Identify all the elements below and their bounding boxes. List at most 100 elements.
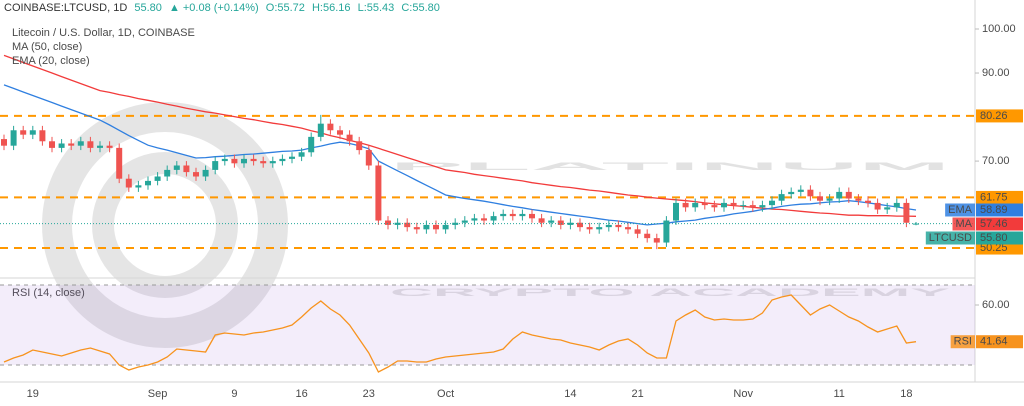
value-tag-name-box	[925, 231, 975, 245]
header: COINBASE:LTCUSD, 1D 55.80 ▲ +0.08 (+0.14…	[4, 2, 440, 14]
candle-body	[481, 218, 487, 221]
watermark-text: CRYPTO ACADEMY	[390, 287, 954, 299]
candle-body	[173, 165, 180, 170]
value-tag-label: 58.89	[980, 204, 1008, 216]
candle-body	[452, 222, 459, 225]
candle-body	[77, 141, 84, 146]
candle-body	[730, 202, 737, 206]
candle-body	[797, 189, 804, 192]
value-tag-name-box	[945, 203, 975, 217]
candle-body	[97, 145, 103, 148]
candle-body	[653, 238, 660, 243]
candle-body	[557, 220, 564, 225]
candle-body	[337, 130, 343, 135]
candle-body	[135, 185, 142, 188]
candle-body	[749, 205, 756, 208]
candle-body	[250, 158, 257, 162]
rsi-title: RSI (14, close)	[12, 287, 85, 299]
value-tag	[976, 203, 1023, 217]
candle-body	[145, 180, 151, 186]
y-tick-label: 60.00	[982, 299, 1010, 311]
candle-body	[231, 158, 238, 164]
x-tick-label: 23	[363, 388, 375, 400]
candle-body	[538, 218, 545, 223]
y-tick-label: 70.00	[982, 155, 1010, 167]
candle-body	[154, 176, 161, 181]
watermark-text: PLATINUM	[390, 161, 950, 173]
candle-body	[269, 161, 276, 164]
value-tag-name: LTCUSD	[929, 232, 972, 244]
x-tick-label: 11	[833, 388, 844, 400]
candle-body	[471, 218, 478, 221]
candle-body	[327, 123, 334, 131]
candle-body	[577, 222, 583, 228]
candle-body	[644, 233, 651, 239]
candle-body	[605, 224, 612, 228]
legend-entry: EMA (20, close)	[12, 55, 90, 67]
candle-body	[279, 158, 286, 162]
candle-body	[221, 158, 228, 162]
value-tag-name-box	[950, 335, 975, 349]
header-low: L:55.43	[358, 2, 395, 14]
candle-body	[87, 141, 94, 148]
x-tick-label: Sep	[148, 388, 168, 400]
value-tag-name: EMA	[948, 204, 973, 216]
candle-body	[701, 202, 708, 206]
candle-body	[49, 141, 55, 148]
candle-body	[682, 202, 689, 208]
candle-body	[58, 143, 65, 148]
value-tag-label: 55.80	[980, 232, 1008, 244]
candle-body	[1, 139, 7, 146]
candle-body	[317, 123, 324, 137]
candle-body	[193, 172, 199, 177]
candle-body	[500, 213, 507, 217]
candle-body	[308, 136, 315, 153]
header-high: H:56.16	[312, 2, 351, 14]
candle-body	[663, 220, 670, 243]
indicator-line	[3, 54, 917, 217]
legend-entry: MA (50, close)	[12, 41, 82, 53]
candle-body	[394, 222, 401, 225]
level-tag	[976, 190, 1023, 204]
value-tag-name: RSI	[954, 336, 972, 348]
candle-body	[807, 189, 814, 197]
candle-body	[596, 227, 603, 230]
level-tag-label: 80.26	[980, 110, 1008, 122]
candle-body	[884, 207, 891, 210]
candle-body	[125, 178, 132, 188]
candle-body	[874, 202, 881, 210]
value-tag-name-box	[952, 217, 975, 231]
candle-body	[68, 143, 75, 146]
candle-body	[289, 156, 295, 159]
header-open: O:55.72	[266, 2, 305, 14]
level-tag-label: 61.75	[980, 191, 1008, 203]
candle-body	[826, 198, 833, 201]
value-tag-label: 57.46	[980, 218, 1008, 230]
candle-body	[778, 194, 785, 201]
indicator-line	[3, 84, 917, 226]
candle-body	[413, 227, 420, 230]
value-tag	[976, 217, 1023, 231]
candle-body	[817, 196, 823, 201]
candle-body	[10, 130, 17, 146]
level-tag	[976, 241, 1023, 255]
candle-body	[634, 229, 641, 234]
header-symbol: COINBASE:LTCUSD, 1D	[4, 2, 127, 14]
header-last: 55.80	[134, 2, 162, 14]
candle-body	[260, 161, 267, 164]
candle-body	[548, 220, 555, 223]
candle-body	[365, 150, 372, 166]
x-tick-label: 18	[900, 388, 912, 400]
value-tag	[976, 335, 1023, 349]
candle-body	[711, 205, 718, 208]
candle-body	[893, 202, 900, 208]
candle-body	[423, 224, 430, 230]
candle-body	[29, 130, 36, 135]
candle-body	[20, 130, 27, 135]
rsi-line	[3, 294, 917, 373]
candle-body	[769, 200, 775, 206]
level-tag	[976, 109, 1023, 123]
candle-body	[490, 216, 497, 221]
x-tick-label: 21	[631, 388, 643, 400]
candle-body	[509, 213, 516, 217]
